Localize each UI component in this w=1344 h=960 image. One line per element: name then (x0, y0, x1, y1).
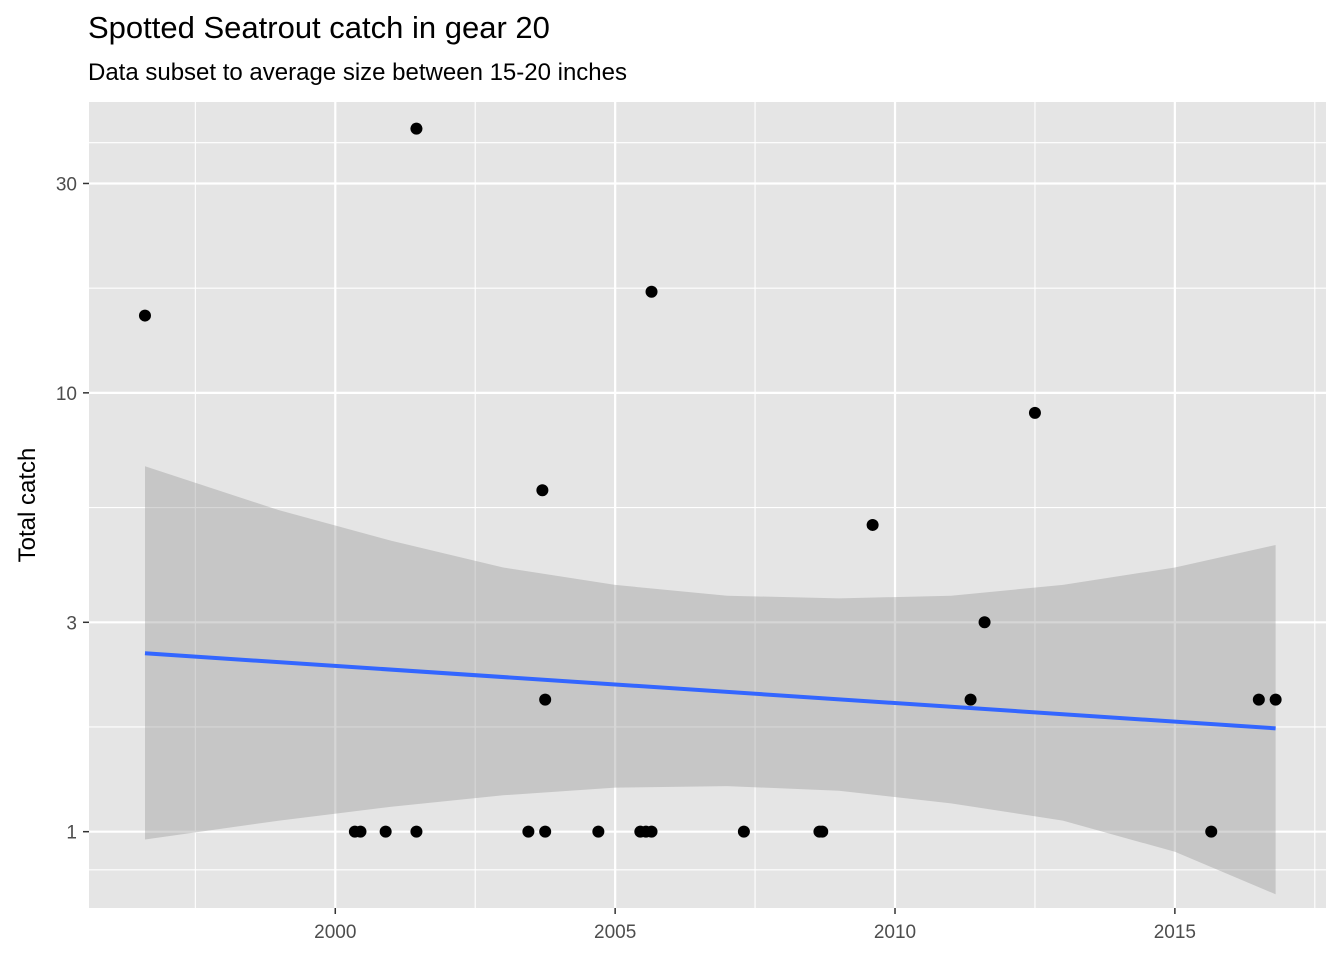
grid-minor (89, 102, 1326, 908)
data-point (964, 693, 977, 706)
data-point (536, 484, 549, 497)
data-point (354, 825, 367, 838)
data-point (1028, 406, 1041, 419)
data-point (410, 122, 423, 135)
plot-panel (89, 102, 1326, 908)
y-axis: 1 3 10 30 (56, 174, 89, 844)
data-point (1205, 825, 1218, 838)
x-tick-label: 2000 (314, 922, 356, 943)
chart-title: Spotted Seatrout catch in gear 20 (88, 10, 550, 45)
y-axis-title: Total catch (14, 448, 41, 563)
data-point (645, 825, 658, 838)
data-point (539, 825, 552, 838)
data-point (410, 825, 423, 838)
data-point (522, 825, 535, 838)
grid-major (89, 102, 1326, 908)
y-tick-label: 1 (66, 823, 77, 844)
data-point (592, 825, 605, 838)
data-point (539, 693, 552, 706)
x-tick-label: 2005 (594, 922, 636, 943)
y-tick-label: 3 (66, 613, 77, 634)
confidence-band (145, 466, 1276, 895)
data-point (645, 285, 658, 298)
chart-subtitle: Data subset to average size between 15-2… (88, 59, 628, 86)
x-tick-label: 2015 (1154, 922, 1196, 943)
data-point (1269, 693, 1282, 706)
data-point (866, 518, 879, 531)
data-point (737, 825, 750, 838)
y-tick-label: 10 (56, 384, 77, 405)
trend-line (144, 651, 1276, 731)
y-tick-label: 30 (56, 174, 77, 195)
data-point (379, 825, 392, 838)
data-point (138, 309, 151, 322)
data-point (978, 616, 991, 629)
data-point (1252, 693, 1265, 706)
data-points (138, 122, 1282, 838)
x-tick-label: 2010 (874, 922, 916, 943)
x-axis: 2000 2005 2010 2015 (314, 908, 1196, 943)
data-point (816, 825, 829, 838)
